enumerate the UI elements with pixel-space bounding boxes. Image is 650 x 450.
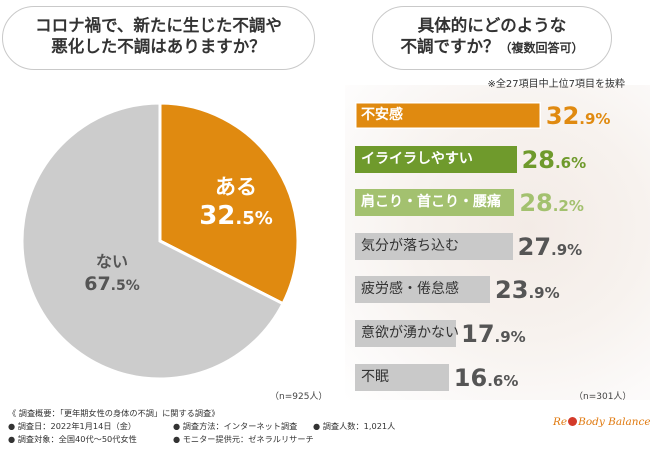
bar-value-4: 27.9% [517, 232, 583, 261]
footer-provider: ● モニター提供元：ゼネラルリサーチ [173, 434, 314, 444]
brand-logo: Re Body Balance [553, 416, 650, 428]
bar-label-4: 気分が落ち込む [361, 237, 459, 254]
bar-label-6: 意欲が湧かない [361, 325, 459, 341]
sample-size-left: （n=925人） [270, 392, 328, 402]
pie-label-value-1: 67.5% [84, 273, 140, 295]
footer-count: ● 調査人数：1,021人 [313, 421, 396, 431]
logo-part1: Re [553, 416, 568, 428]
question-right-line1: 具体的にどのような [417, 16, 567, 35]
pie-label-name-1: ない [96, 252, 128, 271]
bar-label-5: 疲労感・倦怠感 [361, 281, 459, 298]
question-right: 具体的にどのような 不調ですか？（複数回答可） [372, 6, 612, 70]
logo-part2: Body Balance [578, 416, 650, 428]
bar-4: 気分が落ち込む [355, 232, 513, 260]
question-left-line1: コロナ禍で、新たに生じた不調や [35, 16, 282, 35]
bar-value-5: 23.9% [495, 276, 560, 305]
question-right-line2-main: 不調ですか？ [400, 37, 500, 57]
bar-5: 疲労感・倦怠感 [355, 276, 491, 304]
note: ※全27項目中上位7項目を抜粋 [487, 79, 625, 90]
bar-1: 不安感 [355, 102, 541, 129]
footer-target: ● 調査対象：全国40代～50代女性 [8, 434, 137, 444]
footer-title: 《 調査概要：「更年期女性の身体の不調」に関する調査》 [8, 408, 220, 418]
bar-label-1: 不安感 [361, 107, 403, 123]
bar-2: イライラしやすい [355, 145, 517, 173]
question-left: コロナ禍で、新たに生じた不調や 悪化した不調はありますか？ [2, 6, 315, 70]
question-right-line2-small: （複数回答可） [499, 41, 584, 56]
logo-dot [568, 417, 578, 426]
pie-slice-nai [20, 101, 285, 380]
pie-label-name-0: ある [215, 175, 257, 199]
bar-6: 意欲が湧かない [355, 320, 459, 347]
pie-label-value-0: 32.5% [199, 201, 273, 231]
bar-3: 肩こり・首こり・腰痛 [355, 189, 515, 217]
bar-value-7: 16.6% [453, 363, 519, 392]
bar-label-3: 肩こり・首こり・腰痛 [361, 194, 501, 211]
question-left-line2: 悪化した不調はありますか？ [51, 37, 266, 57]
bar-label-2: イライラしやすい [361, 150, 473, 167]
footer-method: ● 調査方法：インターネット調査 [173, 421, 298, 431]
bar-value-2: 28.6% [521, 145, 587, 174]
question-right-line2: 不調ですか？（複数回答可） [373, 36, 611, 57]
bar-value-1: 32.9% [545, 102, 611, 130]
bar-value-6: 17.9% [461, 320, 526, 348]
bar-7: 不眠 [355, 363, 449, 391]
bar-value-3: 28.2% [519, 189, 584, 218]
footer-date: ● 調査日：2022年1月14日（金） [8, 421, 137, 431]
bar-label-7: 不眠 [361, 368, 389, 385]
pie-slice-aru [158, 101, 300, 306]
survey-footer: 《 調査概要：「更年期女性の身体の不調」に関する調査》 ● 調査日：2022年1… [8, 407, 395, 446]
sample-size-right: （n=301人） [574, 392, 632, 402]
